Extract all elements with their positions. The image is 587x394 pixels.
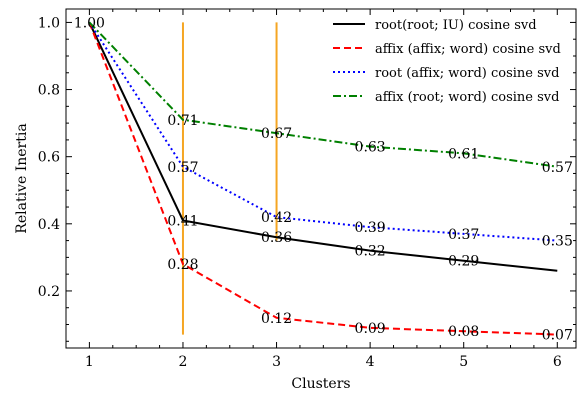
data-label: 0.07 [542,328,573,344]
x-tick-label: 2 [179,354,188,370]
data-label: 0.35 [542,234,573,250]
data-label: 0.61 [448,146,479,162]
data-label: 0.71 [167,113,198,129]
legend-entry: affix (root; word) cosine svd [375,90,559,105]
series-line [88,21,558,168]
y-tick-label: 0.8 [38,83,60,99]
plot-frame [65,8,577,349]
y-tick-label: 0.4 [38,217,60,233]
data-label: 0.39 [355,220,386,236]
series-line [88,21,558,242]
data-label: 0.36 [261,230,292,246]
data-label: 0.29 [448,254,479,270]
y-axis-ticks: 0.2 0.4 0.6 0.8 1.0 [38,15,576,342]
vertical-reference-lines [181,22,278,335]
x-tick-label: 1 [85,354,94,370]
y-tick-label: 0.2 [38,284,60,300]
x-tick-label: 5 [459,354,468,370]
series-line [88,21,558,272]
data-label: 0.37 [448,227,479,243]
legend-entry: root (affix; word) cosine svd [375,66,559,81]
series-line [88,22,558,336]
data-label: 0.09 [355,321,386,337]
x-tick-label: 6 [553,354,562,370]
data-label: 0.12 [261,311,292,327]
data-label: 0.08 [448,324,479,340]
data-labels: 1.00 0.41 0.36 0.32 0.29 0.28 0.12 0.09 0.08 0.07… [74,15,573,343]
y-tick-label: 1.0 [38,15,60,31]
data-label: 0.57 [542,160,573,176]
x-tick-label: 4 [366,354,375,370]
series-lines [88,21,558,336]
y-tick-label: 0.6 [38,150,60,166]
x-axis-label: Clusters [291,376,350,392]
y-axis-label: Relative Inertia [14,123,30,233]
x-tick-label: 3 [272,354,281,370]
legend: root(root; IU) cosine svd affix (affix; w… [333,18,561,105]
legend-entry: root(root; IU) cosine svd [375,18,537,33]
legend-entry: affix (affix; word) cosine svd [375,42,561,57]
data-label: 0.41 [167,213,198,229]
data-label: 1.00 [74,15,105,31]
data-label: 0.42 [261,210,292,226]
data-label: 0.28 [167,257,198,273]
data-label: 0.63 [355,140,386,156]
data-label: 0.57 [167,160,198,176]
data-label: 0.67 [261,126,292,142]
data-label: 0.32 [355,244,386,260]
x-axis-ticks: 1 2 3 4 5 6 [85,9,562,370]
